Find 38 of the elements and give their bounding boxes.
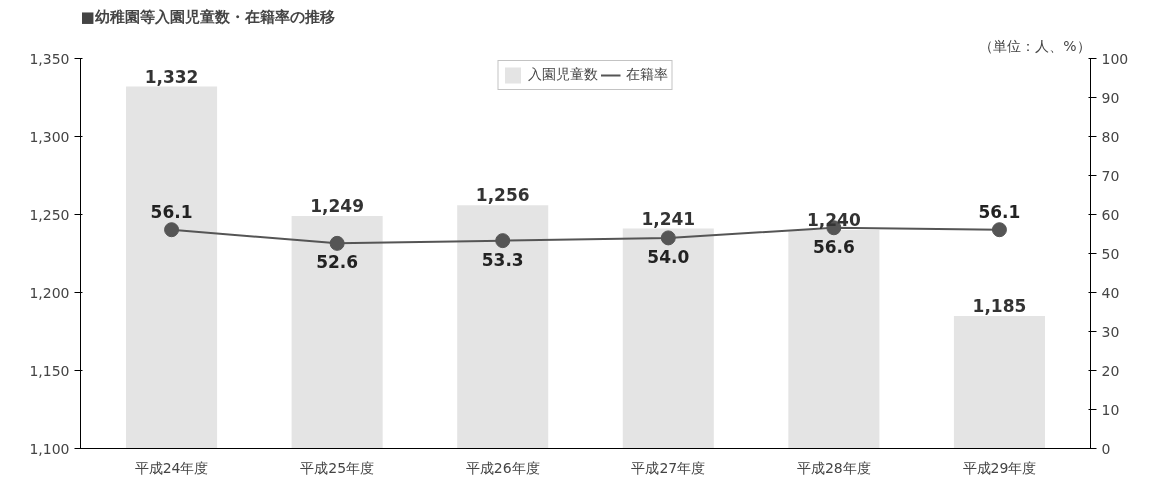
y2-tick-label: 30	[1101, 323, 1120, 340]
data-label: 52.6	[316, 252, 359, 273]
data-label: 1,256	[475, 185, 530, 206]
y2-tick-label: 20	[1101, 362, 1120, 379]
data-label: 56.1	[978, 201, 1021, 222]
x-tick-label: 平成27年度	[631, 459, 706, 476]
y2-tick-label: 50	[1101, 245, 1120, 262]
data-label: 1,185	[972, 295, 1027, 316]
y2-tick-label: 40	[1101, 284, 1120, 301]
data-label: 54.0	[647, 246, 690, 267]
y2-tick-label: 0	[1101, 440, 1111, 457]
legend-label: 入園児童数	[527, 66, 598, 84]
y-tick-label: 1,250	[29, 206, 70, 223]
data-label: 1,241	[641, 208, 696, 229]
chart-title: ■幼稚園等入園児童数・在籍率の推移	[80, 7, 335, 26]
y-tick-label: 1,200	[29, 284, 70, 301]
x-tick-label: 平成28年度	[796, 459, 871, 476]
y2-tick-label: 70	[1101, 167, 1120, 184]
text: （単位：人、%）	[979, 37, 1091, 54]
x-tick-label: 平成26年度	[465, 459, 540, 476]
data-label: 1,249	[310, 196, 365, 217]
x-tick-label: 平成29年度	[962, 459, 1037, 476]
y2-tick-label: 100	[1101, 50, 1129, 67]
y-tick-label: 1,100	[29, 440, 70, 457]
y2-tick-label: 80	[1101, 128, 1120, 145]
y-tick-label: 1,350	[29, 50, 70, 67]
legend-label: 在籍率	[625, 66, 668, 84]
data-label: 53.3	[481, 249, 524, 270]
data-label: 1,332	[144, 66, 199, 87]
data-label: 56.1	[150, 201, 193, 222]
y2-tick-label: 90	[1101, 89, 1120, 106]
y-tick-label: 1,300	[29, 128, 70, 145]
x-tick-label: 平成24年度	[134, 459, 209, 476]
data-label: 56.6	[812, 236, 855, 257]
y2-tick-label: 10	[1101, 401, 1120, 418]
y2-tick-label: 60	[1101, 206, 1120, 223]
x-tick-label: 平成25年度	[300, 459, 375, 476]
y-tick-label: 1,150	[29, 362, 70, 379]
